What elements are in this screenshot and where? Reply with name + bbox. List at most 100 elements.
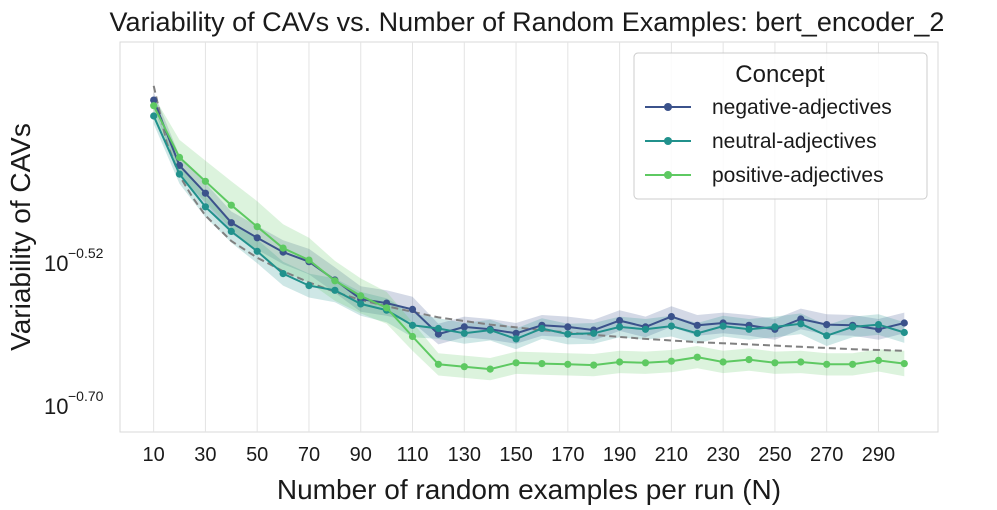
positive-adjectives-point: [693, 353, 701, 361]
positive-adjectives-point: [227, 201, 235, 209]
neutral-adjectives-point: [357, 300, 365, 308]
positive-adjectives-point: [719, 358, 727, 366]
positive-adjectives-point: [874, 356, 883, 364]
y-tick-base: 10: [44, 394, 68, 419]
negative-adjectives-point: [823, 321, 831, 329]
negative-adjectives-point: [408, 305, 417, 313]
neutral-adjectives-point: [512, 335, 520, 343]
neutral-adjectives-point: [590, 329, 598, 337]
fit-curve-line: [152, 85, 905, 352]
neutral-adjectives-point: [771, 323, 779, 331]
positive-adjectives-point: [383, 304, 391, 312]
positive-adjectives-point: [331, 277, 339, 285]
legend-marker: [664, 103, 672, 111]
positive-adjectives-point: [305, 256, 313, 264]
positive-adjectives-point: [849, 360, 857, 368]
negative-adjectives-point: [175, 161, 184, 169]
neutral-adjectives-point: [719, 322, 727, 330]
legend-item-positive-adjectives: positive-adjectives: [645, 164, 884, 187]
positive-adjectives-point: [667, 357, 676, 365]
neutral-adjectives-point: [538, 324, 546, 333]
negative-adjectives-point: [150, 96, 158, 104]
neutral-adjectives-point: [460, 329, 468, 337]
positive-adjectives-line: [152, 105, 905, 371]
positive-adjectives-point: [641, 359, 650, 367]
positive-adjectives-point: [823, 360, 831, 368]
neutral-adjectives-point: [667, 322, 676, 330]
negative-adjectives-point: [616, 317, 624, 325]
neutral-adjectives-point: [745, 325, 753, 333]
positive-adjectives-point: [745, 356, 753, 364]
positive-adjectives-point: [616, 358, 624, 366]
x-tick-label: 210: [655, 444, 688, 466]
positive-adjectives-point: [797, 358, 805, 366]
legend-item-negative-adjectives: negative-adjectives: [645, 96, 892, 119]
x-tick-label: 170: [551, 444, 584, 466]
legend-box: [633, 52, 928, 200]
positive-adjectives-point: [408, 332, 417, 341]
legend: Concept negative-adjectives neutral-adjec…: [633, 52, 928, 200]
neutral-adjectives-band: [153, 108, 905, 350]
neutral-adjectives-series: [150, 112, 908, 343]
negative-adjectives-point: [227, 219, 235, 227]
series-lines: [150, 96, 908, 373]
positive-adjectives-band: [153, 96, 905, 381]
negative-adjectives-line: [152, 99, 905, 336]
y-tick-label: 10 −0.70: [44, 388, 104, 419]
x-tick-label: 190: [603, 444, 636, 466]
x-tick-label: 30: [194, 444, 216, 466]
legend-title: Concept: [735, 61, 825, 88]
positive-adjectives-point: [201, 177, 209, 185]
negative-adjectives-point: [253, 234, 261, 242]
negative-adjectives-point: [201, 189, 209, 197]
positive-adjectives-point: [460, 363, 468, 371]
neutral-adjectives-point: [175, 170, 184, 178]
x-tick-label: 70: [298, 444, 320, 466]
neutral-adjectives-point: [253, 247, 261, 255]
legend-label: positive-adjectives: [712, 164, 884, 187]
x-tick-label: 110: [397, 444, 429, 466]
negative-adjectives-point: [564, 323, 572, 331]
positive-adjectives-point: [175, 153, 184, 161]
x-tick-label: 90: [350, 444, 372, 466]
positive-adjectives-point: [150, 102, 158, 110]
legend-marker: [664, 137, 672, 145]
neutral-adjectives-point: [900, 328, 908, 337]
legend-label: neutral-adjectives: [712, 130, 877, 153]
negative-adjectives-point: [512, 329, 520, 337]
neutral-adjectives-point: [693, 329, 701, 337]
positive-adjectives-point: [512, 359, 520, 367]
neutral-adjectives-point: [616, 323, 624, 331]
positive-adjectives-point: [564, 360, 572, 368]
neutral-adjectives-point: [150, 112, 158, 120]
positive-adjectives-point: [590, 361, 598, 369]
neutral-adjectives-point: [564, 330, 572, 338]
x-tick-label: 250: [758, 444, 791, 466]
negative-adjectives-point: [900, 319, 908, 327]
negative-adjectives-point: [460, 323, 468, 331]
positive-adjectives-point: [357, 292, 365, 300]
positive-adjectives-point: [486, 365, 494, 373]
y-axis-label: Variability of CAVs: [5, 123, 36, 351]
neutral-adjectives-point: [797, 320, 805, 328]
positive-adjectives-point: [900, 360, 908, 368]
confidence-bands: [153, 92, 905, 381]
neutral-adjectives-point: [331, 286, 339, 294]
chart-title: Variability of CAVs vs. Number of Random…: [110, 7, 945, 37]
x-tick-label: 290: [862, 444, 895, 466]
neutral-adjectives-point: [201, 203, 209, 211]
negative-adjectives-band: [153, 92, 905, 345]
y-tick-exponent: −0.52: [68, 245, 104, 261]
x-tick-label: 50: [246, 444, 268, 466]
y-tick-label: 10 −0.52: [44, 245, 104, 276]
x-tick-label: 230: [706, 444, 739, 466]
positive-adjectives-point: [253, 223, 261, 231]
positive-adjectives-series: [150, 102, 908, 373]
positive-adjectives-point: [434, 360, 442, 368]
y-tick-base: 10: [44, 251, 68, 276]
neutral-adjectives-line: [152, 115, 905, 340]
positive-adjectives-point: [279, 244, 287, 252]
positive-adjectives-point: [771, 359, 779, 367]
